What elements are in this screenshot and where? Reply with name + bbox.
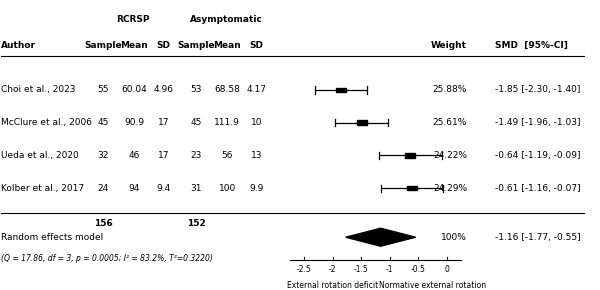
Text: Choi et al., 2023: Choi et al., 2023	[1, 86, 76, 95]
Text: Weight: Weight	[431, 41, 467, 50]
FancyBboxPatch shape	[357, 120, 367, 125]
Text: 10: 10	[251, 118, 262, 127]
Text: 55: 55	[98, 86, 109, 95]
Text: 24: 24	[98, 184, 109, 193]
Text: External rotation deficit: External rotation deficit	[287, 281, 378, 290]
Text: 17: 17	[158, 118, 169, 127]
Text: -1: -1	[386, 265, 394, 274]
Text: 152: 152	[187, 219, 206, 228]
Text: -1.49 [-1.96, -1.03]: -1.49 [-1.96, -1.03]	[495, 118, 581, 127]
Text: 45: 45	[191, 118, 202, 127]
Text: -2.5: -2.5	[296, 265, 311, 274]
Text: SD: SD	[156, 41, 170, 50]
Text: 31: 31	[191, 184, 202, 193]
Text: 100: 100	[218, 184, 236, 193]
Text: (Q = 17.86, df = 3, p = 0.0005; I² = 83.2%, T²=0.3220): (Q = 17.86, df = 3, p = 0.0005; I² = 83.…	[1, 254, 213, 263]
Text: 24.29%: 24.29%	[433, 184, 467, 193]
Text: SD: SD	[250, 41, 263, 50]
Text: 9.9: 9.9	[249, 184, 263, 193]
Text: 13: 13	[251, 151, 262, 160]
Text: Normative external rotation: Normative external rotation	[379, 281, 487, 290]
Text: Author: Author	[1, 41, 37, 50]
Text: 32: 32	[98, 151, 109, 160]
Text: -1.85 [-2.30, -1.40]: -1.85 [-2.30, -1.40]	[495, 86, 581, 95]
Text: -0.64 [-1.19, -0.09]: -0.64 [-1.19, -0.09]	[495, 151, 581, 160]
Text: 46: 46	[128, 151, 140, 160]
Text: 17: 17	[158, 151, 169, 160]
Text: -1.5: -1.5	[354, 265, 368, 274]
Text: -0.61 [-1.16, -0.07]: -0.61 [-1.16, -0.07]	[495, 184, 581, 193]
Text: 111.9: 111.9	[214, 118, 240, 127]
Text: McClure et al., 2006: McClure et al., 2006	[1, 118, 92, 127]
Text: 100%: 100%	[442, 233, 467, 242]
Text: 60.04: 60.04	[121, 86, 147, 95]
Text: -1.16 [-1.77, -0.55]: -1.16 [-1.77, -0.55]	[495, 233, 581, 242]
Text: Kolber et al., 2017: Kolber et al., 2017	[1, 184, 85, 193]
Text: 94: 94	[128, 184, 140, 193]
Text: 9.4: 9.4	[156, 184, 170, 193]
Text: -2: -2	[329, 265, 337, 274]
Polygon shape	[346, 228, 416, 246]
Text: SMD  [95%-CI]: SMD [95%-CI]	[495, 41, 568, 50]
FancyBboxPatch shape	[407, 186, 417, 191]
Text: 90.9: 90.9	[124, 118, 144, 127]
Text: 4.96: 4.96	[153, 86, 173, 95]
Text: Asymptomatic: Asymptomatic	[190, 14, 263, 23]
Text: 156: 156	[94, 219, 113, 228]
Text: Ueda et al., 2020: Ueda et al., 2020	[1, 151, 79, 160]
Text: Random effects model: Random effects model	[1, 233, 104, 242]
Text: Sample: Sample	[85, 41, 122, 50]
Text: -0.5: -0.5	[411, 265, 426, 274]
Text: Sample: Sample	[178, 41, 215, 50]
Text: 25.61%: 25.61%	[433, 118, 467, 127]
Text: 45: 45	[98, 118, 109, 127]
Text: RCRSP: RCRSP	[116, 14, 150, 23]
Text: 56: 56	[221, 151, 233, 160]
Text: 0: 0	[445, 265, 449, 274]
Text: 23: 23	[191, 151, 202, 160]
Text: Mean: Mean	[214, 41, 241, 50]
Text: 4.17: 4.17	[247, 86, 266, 95]
Text: 53: 53	[191, 86, 202, 95]
Text: 24.22%: 24.22%	[433, 151, 467, 160]
Text: Mean: Mean	[120, 41, 148, 50]
Text: 25.88%: 25.88%	[433, 86, 467, 95]
Text: 68.58: 68.58	[214, 86, 240, 95]
FancyBboxPatch shape	[336, 88, 346, 92]
FancyBboxPatch shape	[406, 153, 415, 158]
